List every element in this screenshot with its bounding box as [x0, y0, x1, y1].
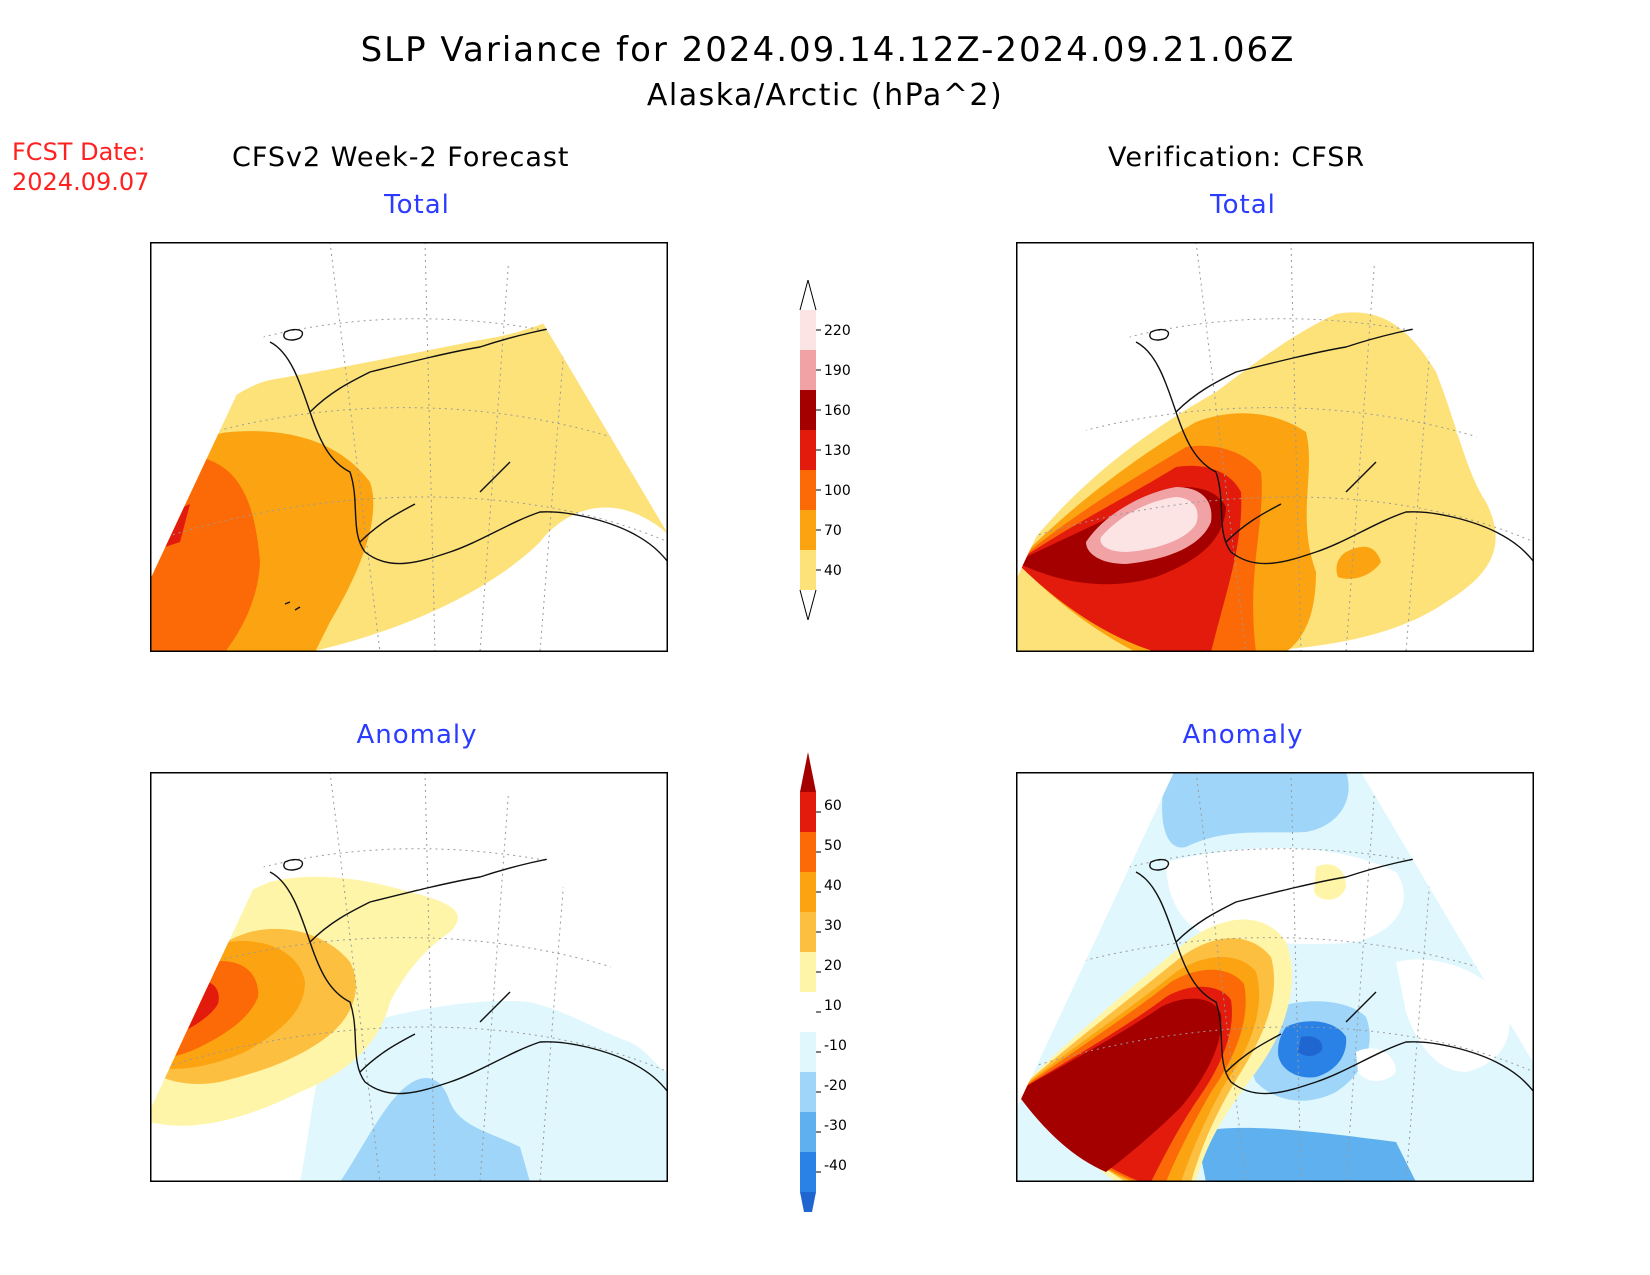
contour-fill: [1166, 848, 1404, 945]
colorbar-swatch: [800, 350, 816, 390]
colorbar-swatch: [800, 310, 816, 350]
colorbar-label: 30: [824, 918, 842, 934]
contour-fill: [1196, 1127, 1416, 1182]
colorbar-label: 10: [824, 998, 842, 1014]
map-frame: [150, 772, 668, 1182]
anomaly-colorbar: 60 50 40 30 20 10 -10 -20 -30 -40: [800, 752, 847, 1212]
forecast-total-title: Total: [384, 190, 450, 220]
colorbar-label: 40: [824, 563, 842, 579]
map-frame: [150, 242, 668, 652]
colorbar-label: 20: [824, 958, 842, 974]
contour-fill: [1314, 864, 1346, 900]
colorbar-label: 60: [824, 798, 842, 814]
colorbar-swatch: [800, 510, 816, 550]
colorbar-swatch: [800, 470, 816, 510]
colorbar-label: 70: [824, 523, 842, 539]
forecast-total-map: [150, 242, 668, 652]
colorbar-label: -10: [824, 1038, 847, 1054]
verification-total-map: [1016, 242, 1534, 652]
colorbar-label: 50: [824, 838, 842, 854]
colorbar-swatch: [800, 1072, 816, 1112]
colorbar-label: 40: [824, 878, 842, 894]
contour-fill: [1396, 959, 1510, 1072]
colorbar-swatch: [800, 430, 816, 470]
colorbar-label: -20: [824, 1078, 847, 1094]
colorbar-swatch: [800, 550, 816, 590]
verification-column-title: Verification: CFSR: [1108, 142, 1366, 173]
verification-anomaly-map: [1016, 772, 1534, 1182]
colorbar-swatch: [800, 792, 816, 832]
map-frame: [1016, 772, 1534, 1182]
chart-subtitle: Alaska/Arctic (hPa^2): [646, 78, 1004, 113]
verification-total-title: Total: [1210, 190, 1276, 220]
contour-fill: [1016, 998, 1222, 1172]
colorbar-swatch: [800, 992, 816, 1032]
colorbar-label: 190: [824, 363, 851, 379]
contour-fill: [1298, 1036, 1323, 1056]
contour-fill: [1356, 1048, 1396, 1081]
forecast-anomaly-map: [150, 772, 668, 1182]
colorbar-triangle-top: [800, 752, 816, 792]
verification-anomaly-title: Anomaly: [1182, 720, 1304, 750]
contour-fill: [340, 1078, 530, 1182]
colorbar-swatch: [800, 1112, 816, 1152]
colorbar-swatch: [800, 1152, 816, 1192]
colorbar-swatch: [800, 872, 816, 912]
colorbar-swatch: [800, 832, 816, 872]
colorbar-cap-bottom: [799, 589, 817, 620]
colorbar-cap-top: [799, 280, 817, 311]
forecast-date-label: FCST Date:: [12, 138, 146, 166]
forecast-date-value: 2024.09.07: [12, 168, 150, 196]
colorbar-swatch: [800, 390, 816, 430]
chart-title: SLP Variance for 2024.09.14.12Z-2024.09.…: [360, 30, 1296, 70]
total-colorbar: 40 70 100 130 160 190 220: [799, 280, 851, 620]
colorbar-triangle-bottom: [800, 1192, 816, 1212]
forecast-anomaly-title: Anomaly: [356, 720, 478, 750]
contour-fill: [1100, 497, 1198, 552]
colorbar-label: -40: [824, 1158, 847, 1174]
colorbar-swatch: [800, 952, 816, 992]
colorbar-label: 220: [824, 323, 851, 339]
colorbar-label: 160: [824, 403, 851, 419]
forecast-date-block: FCST Date: 2024.09.07: [12, 137, 149, 197]
colorbar-label: 100: [824, 483, 851, 499]
colorbar-swatch: [800, 912, 816, 952]
contour-fill: [1162, 772, 1349, 848]
colorbar-label: 130: [824, 443, 851, 459]
colorbar-label: -30: [824, 1118, 847, 1134]
colorbar-swatch: [800, 1032, 816, 1072]
contour-fill: [1336, 546, 1381, 579]
forecast-column-title: CFSv2 Week-2 Forecast: [232, 142, 570, 173]
map-frame: [1016, 242, 1534, 652]
